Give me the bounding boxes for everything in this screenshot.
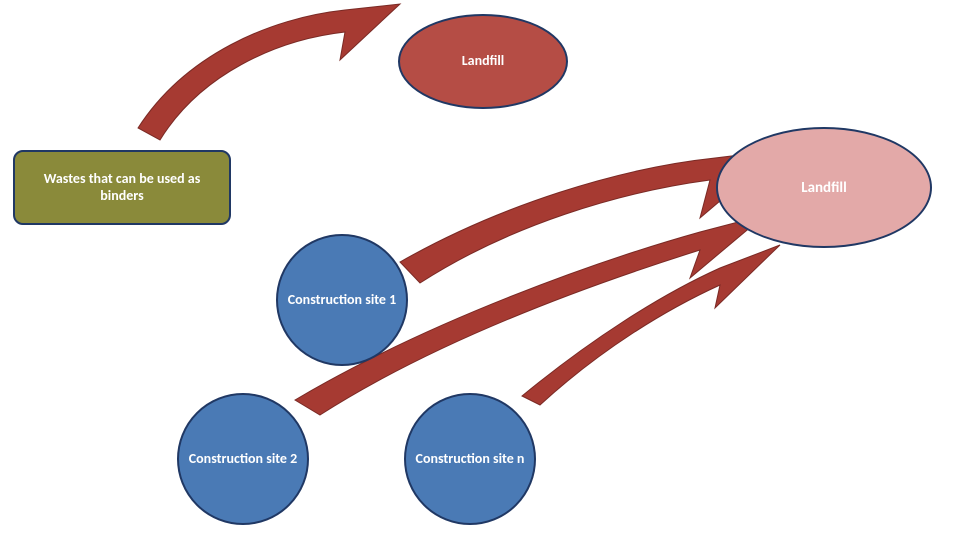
node-label: Construction site 1 (288, 292, 397, 309)
node-label: Construction site n (416, 451, 525, 468)
node-construction-site-1: Construction site 1 (276, 234, 408, 366)
node-landfill-top: Landfill (398, 14, 568, 109)
node-landfill-right: Landfill (716, 127, 932, 248)
arrow-wastes-to-landfill-top (138, 4, 400, 140)
node-wastes-binders: Wastes that can be used as binders (13, 150, 231, 225)
arrow-siten-to-landfill-right (522, 245, 780, 405)
node-construction-site-2: Construction site 2 (177, 393, 309, 525)
node-construction-site-n: Construction site n (404, 393, 536, 525)
node-label: Wastes that can be used as binders (21, 171, 223, 205)
diagram-canvas: Wastes that can be used as binders Landf… (0, 0, 961, 543)
node-label: Landfill (462, 53, 505, 70)
node-label: Landfill (801, 179, 847, 197)
node-label: Construction site 2 (189, 451, 298, 468)
